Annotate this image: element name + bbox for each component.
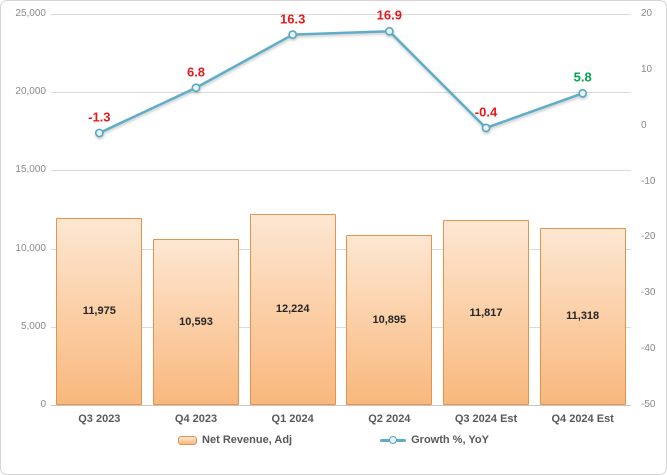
line-point[interactable]	[384, 26, 394, 36]
bar[interactable]	[153, 239, 239, 405]
gridline	[51, 248, 631, 250]
y-axis-right-tick: -20	[641, 231, 656, 243]
gridline	[51, 326, 631, 328]
y-axis-right-tick: 0	[641, 119, 647, 131]
bar[interactable]	[56, 217, 143, 405]
legend-item-growth[interactable]: Growth %, YoY	[380, 434, 489, 446]
y-axis-right-tick: -30	[641, 287, 656, 299]
growth-point-label: 5.8	[573, 69, 592, 85]
bar-value-label: 11,817	[469, 306, 503, 319]
bar-value-label: 12,224	[275, 303, 310, 316]
y-axis-left-tick: 20,000	[15, 86, 46, 98]
legend-label-growth: Growth %, YoY	[411, 434, 489, 446]
bar[interactable]	[346, 234, 433, 405]
y-axis-left-tick: 15,000	[15, 164, 46, 176]
y-axis-left-tick: 25,000	[15, 8, 46, 19]
y-axis-left-tick: 10,000	[15, 242, 46, 254]
line-point[interactable]	[94, 128, 104, 138]
gridline	[51, 14, 631, 15]
category-label: Q1 2024	[271, 413, 314, 425]
growth-point-label: 16.9	[376, 7, 402, 23]
growth-line-icon	[380, 435, 407, 445]
category-label: Q4 2023	[174, 413, 218, 425]
growth-line[interactable]	[98, 30, 584, 135]
bar-value-label: 11,975	[82, 305, 116, 318]
category-label: Q2 2024	[368, 413, 411, 425]
growth-point-label: 16.3	[280, 11, 306, 27]
y-axis-right-tick: -50	[641, 399, 656, 410]
y-axis-right-tick: -40	[641, 343, 656, 355]
bar-value-label: 11,318	[566, 310, 600, 323]
category-label: Q3 2023	[78, 413, 121, 425]
bar-value-label: 10,593	[179, 316, 213, 329]
y-axis-right-tick: 20	[641, 8, 653, 19]
y-axis-left-tick: 5,000	[20, 320, 46, 332]
legend-label-net-revenue: Net Revenue, Adj	[202, 434, 293, 446]
y-axis-left-tick: 0	[40, 399, 46, 410]
bar[interactable]	[539, 227, 626, 405]
legend: Net Revenue, Adj Growth %, YoY	[1, 434, 666, 446]
y-axis-right-tick: -10	[641, 175, 656, 187]
y-axis-right-tick: 10	[641, 63, 653, 75]
net-revenue-swatch-icon	[178, 435, 198, 445]
line-point[interactable]	[191, 83, 201, 93]
growth-point-label: -0.4	[474, 104, 498, 120]
line-point[interactable]	[578, 88, 588, 98]
growth-point-label: -1.3	[88, 109, 111, 125]
line-point[interactable]	[481, 123, 491, 133]
legend-item-net-revenue[interactable]: Net Revenue, Adj	[178, 434, 292, 446]
bar[interactable]	[443, 220, 529, 405]
category-label: Q4 2024 Est	[551, 413, 614, 425]
line-point[interactable]	[288, 30, 298, 40]
bar[interactable]	[249, 213, 336, 405]
bar-value-label: 10,895	[372, 313, 407, 326]
gridline	[51, 92, 631, 94]
category-label: Q3 2024 Est	[454, 413, 518, 425]
growth-point-label: 6.8	[186, 64, 206, 80]
gridline	[51, 170, 631, 172]
gridline	[51, 405, 631, 406]
